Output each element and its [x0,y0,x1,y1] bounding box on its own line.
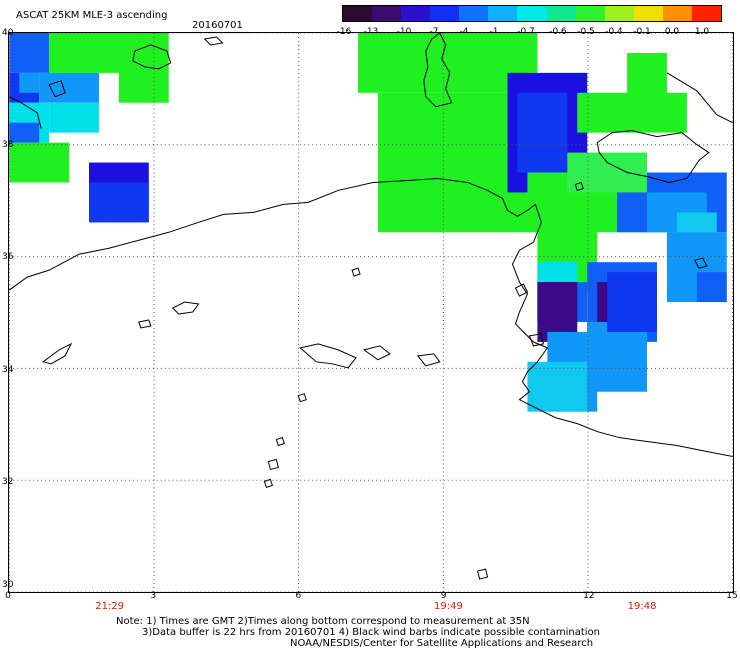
pass-time-label: 21:29 [95,601,125,612]
latitude-label: 36 [2,252,14,263]
colorbar [342,5,722,22]
wind-data-cell [567,152,648,193]
wind-data-cell [9,142,70,183]
coastline-north-africa [9,177,733,457]
colorbar-segment [546,6,576,21]
wind-data-cell [9,33,50,73]
lake-chott-2 [299,343,357,369]
note-line-2: 3)Data buffer is 22 hrs from 20160701 4)… [142,627,600,638]
wind-data-cell [587,321,648,392]
grid-lines [9,33,733,592]
colorbar-segment [430,6,460,21]
lake-small-5 [297,393,307,403]
wind-data-cell [49,102,99,133]
island-djerba [528,333,544,347]
lake-chott-4 [416,353,441,367]
lake-small-4 [267,458,279,471]
colorbar-segment [517,6,547,21]
longitude-label: 9 [440,591,447,601]
wind-data-cell [517,92,568,173]
colorbar-segment [575,6,605,21]
colorbar-segment [691,6,722,21]
wind-data-cell [627,52,667,103]
island-sicily [596,130,710,183]
latitude-label: 38 [2,140,14,151]
island-malta [694,257,708,269]
product-date: 20160701 [192,20,243,31]
wind-map [8,32,734,593]
lake-small-3 [275,436,285,447]
colorbar-segment [633,6,663,21]
pass-time-label: 19:49 [434,601,463,612]
longitude-label: 6 [295,591,302,601]
wind-data-cell [527,361,588,412]
coastline-spain [9,96,42,129]
lake-small-8 [42,342,73,365]
wind-data-cell [89,182,149,223]
island-pantelleria [574,181,584,192]
longitude-label: 3 [150,591,157,601]
lake-small-1 [138,319,152,329]
note-line-1: Note: 1) Times are GMT 2)Times along bot… [116,616,530,627]
latitude-label: 40 [2,28,14,38]
latitude-label: 30 [2,580,14,590]
colorbar-segment [459,6,489,21]
island-sardinia [423,33,453,108]
coastlines [9,33,733,580]
island-kerkennah [514,283,529,297]
wind-data-cell [427,33,538,73]
longitude-label: 0 [5,591,11,601]
note-line-3: NOAA/NESDIS/Center for Satellite Applica… [290,638,594,649]
colorbar-segment [488,6,518,21]
latitude-label: 34 [2,364,14,375]
longitude-label: 12 [583,591,595,601]
lake-small-2 [351,267,361,277]
island-ibiza [48,80,66,98]
pass-time-label: 19:48 [627,601,657,612]
wind-data-cell [607,272,657,332]
colorbar-segment [372,6,402,21]
wind-data-cell [39,72,99,103]
longitude-label: 15 [726,591,738,601]
lake-chott-1 [171,301,200,315]
lake-chott-3 [362,345,391,361]
coastline-italy [666,72,733,124]
lake-small-6 [477,568,489,580]
colorbar-segment [401,6,431,21]
colorbar-segment [604,6,634,21]
product-title: ASCAT 25KM MLE-3 ascending [16,10,168,21]
colorbar-segment [662,6,692,21]
data-swaths [9,33,727,412]
island-mallorca [132,44,172,70]
wind-data-cell [9,122,40,143]
wind-data-cell [19,72,40,93]
island-menorca [203,36,224,46]
colorbar-segment [343,6,373,21]
lake-small-7 [263,478,273,489]
latitude-label: 32 [2,476,14,487]
wind-data-cell [696,272,727,303]
